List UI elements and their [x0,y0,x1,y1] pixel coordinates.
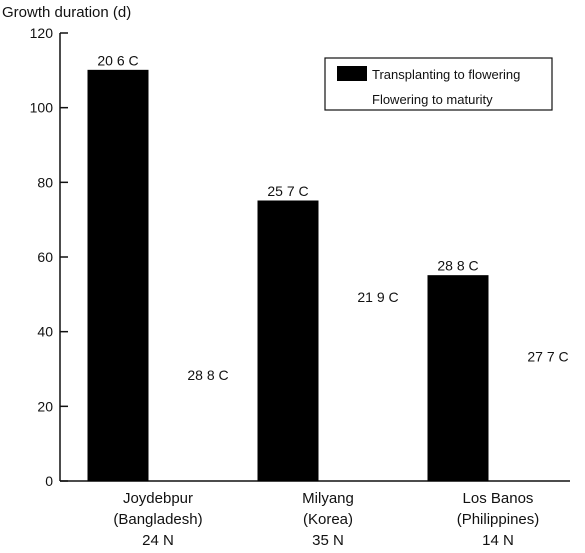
legend-label-flowering: Flowering to maturity [372,92,493,107]
y-axis-label: Growth duration (d) [2,4,131,21]
legend-swatch-transplanting [337,66,367,81]
data-label-flowering-3: 27 7 C [527,349,568,365]
y-tick-label-20: 20 [37,398,53,414]
category-region-2: (Korea) [303,511,353,528]
y-axis-ticks: 0 20 40 60 80 100 120 [30,25,68,489]
y-tick-label-40: 40 [37,324,53,340]
category-latitude-3: 14 N [482,532,514,549]
y-tick-label-120: 120 [30,25,54,41]
bars: 20 6 C 28 8 C 25 7 C 21 9 C 28 8 C 27 7 C [87,52,569,482]
data-label-flowering-1: 28 8 C [187,367,228,383]
category-latitude-1: 24 N [142,532,174,549]
y-tick-label-80: 80 [37,174,53,190]
bar-transplanting-3 [427,275,489,482]
y-tick-label-100: 100 [30,100,54,116]
legend-swatch-flowering [337,91,367,106]
legend-label-transplanting: Transplanting to flowering [372,67,520,82]
category-latitude-2: 35 N [312,532,344,549]
category-region-3: (Philippines) [457,511,540,528]
y-tick-label-60: 60 [37,249,53,265]
category-name-3: Los Banos [463,490,534,507]
data-label-transplanting-3: 28 8 C [437,258,478,274]
y-tick-label-0: 0 [45,473,53,489]
category-region-1: (Bangladesh) [113,511,202,528]
bar-transplanting-2 [257,200,319,482]
bar-transplanting-1 [87,69,149,482]
category-name-2: Milyang [302,490,354,507]
legend: Transplanting to flowering Flowering to … [324,57,553,111]
data-label-transplanting-2: 25 7 C [267,183,308,199]
x-axis-category-labels: Joydebpur (Bangladesh) 24 N Milyang (Korea) 3… [113,490,539,549]
data-label-flowering-2: 21 9 C [357,289,398,305]
category-name-1: Joydebpur [123,490,193,507]
data-label-transplanting-1: 20 6 C [97,52,138,68]
